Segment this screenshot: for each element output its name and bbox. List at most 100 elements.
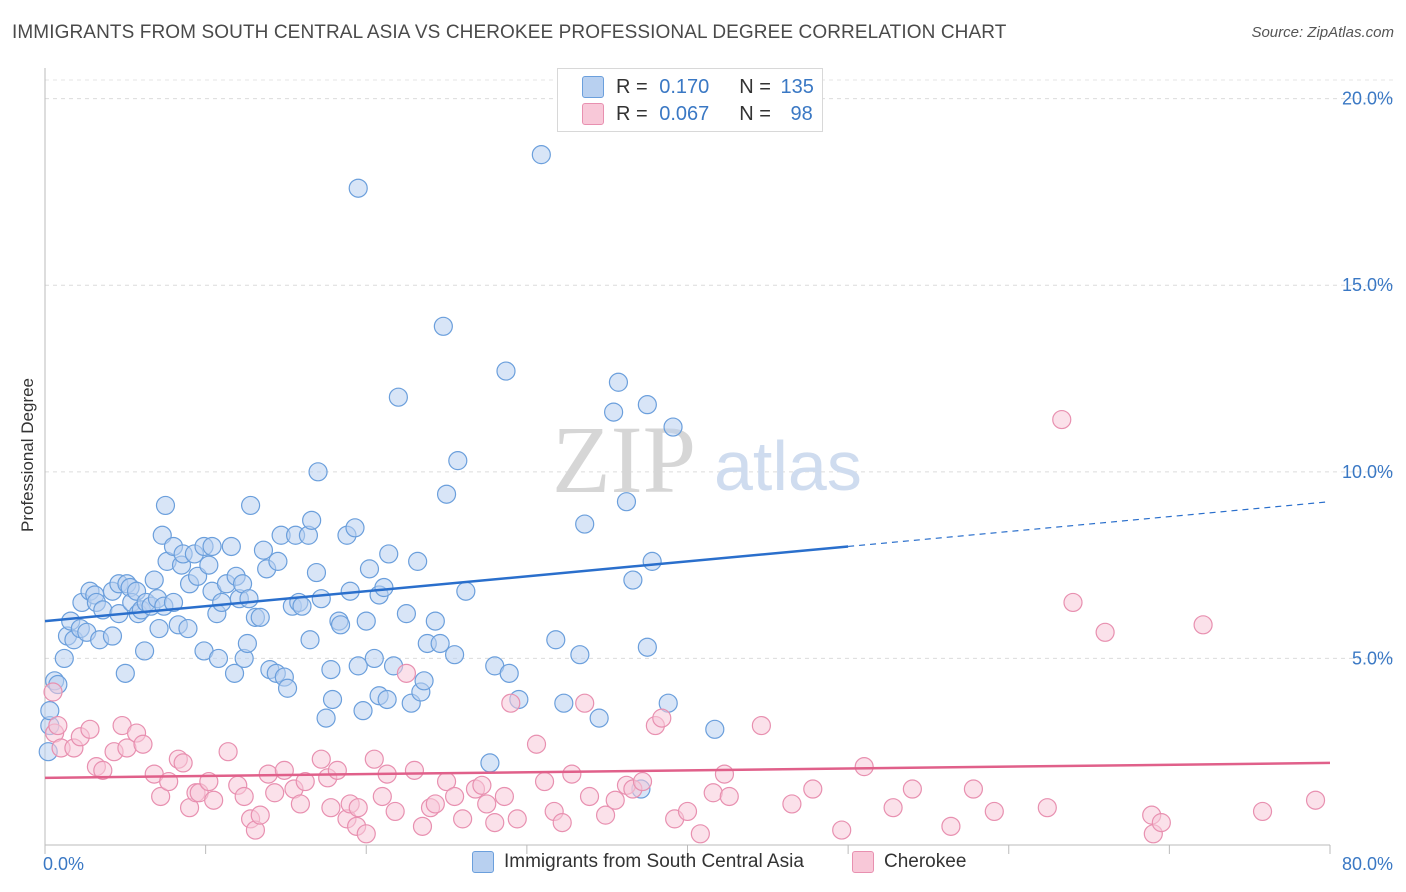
point-immigrants: [306, 562, 327, 583]
r-label: R =: [616, 75, 648, 98]
point-immigrants: [322, 689, 343, 710]
point-immigrants: [637, 637, 657, 657]
point-cherokee: [234, 786, 254, 807]
point-cherokee: [444, 786, 465, 807]
point-cherokee: [751, 715, 771, 736]
point-cherokee: [605, 790, 625, 810]
point-cherokee: [1052, 409, 1072, 430]
point-immigrants: [663, 417, 683, 437]
point-immigrants: [499, 663, 519, 683]
legend-label-immigrants: Immigrants from South Central Asia: [504, 851, 804, 872]
point-immigrants: [359, 559, 380, 579]
point-immigrants: [570, 645, 590, 665]
point-cherokee: [348, 798, 368, 818]
point-cherokee: [690, 824, 710, 844]
point-cherokee: [48, 715, 68, 736]
point-cherokee: [477, 794, 497, 814]
point-immigrants: [374, 577, 394, 598]
point-immigrants: [616, 492, 637, 512]
y-tick-label: 10.0%: [1342, 462, 1393, 482]
point-cherokee: [782, 794, 802, 814]
n-value-blue: 135: [780, 75, 814, 98]
point-cherokee: [632, 771, 653, 792]
point-cherokee: [472, 775, 492, 795]
point-cherokee: [677, 801, 698, 822]
point-immigrants: [268, 551, 288, 571]
point-cherokee: [274, 760, 294, 780]
point-immigrants: [144, 570, 164, 590]
point-cherokee: [43, 682, 63, 702]
point-immigrants: [178, 618, 198, 639]
point-immigrants: [589, 708, 609, 728]
point-immigrants: [604, 402, 624, 422]
point-cherokee: [356, 824, 376, 844]
n-label: N =: [739, 102, 771, 125]
point-cherokee: [526, 734, 547, 754]
point-immigrants: [546, 630, 566, 650]
point-immigrants: [345, 518, 365, 538]
point-cherokee: [151, 786, 171, 807]
x-tick-label-max: 80.0%: [1342, 854, 1393, 874]
point-cherokee: [1193, 615, 1213, 635]
point-cherokee: [507, 809, 527, 829]
point-cherokee: [719, 786, 739, 807]
point-immigrants: [377, 689, 397, 710]
point-cherokee: [494, 786, 514, 807]
point-cherokee: [534, 771, 555, 792]
point-immigrants: [379, 544, 399, 564]
point-immigrants: [208, 648, 229, 669]
point-immigrants: [425, 611, 445, 631]
point-cherokee: [703, 783, 723, 803]
point-cherokee: [963, 779, 984, 799]
point-immigrants: [102, 626, 123, 646]
point-cherokee: [404, 760, 425, 780]
point-cherokee: [485, 813, 505, 833]
point-immigrants: [448, 451, 468, 471]
point-immigrants: [163, 592, 184, 613]
n-value-pink: 98: [790, 102, 813, 125]
point-immigrants: [115, 663, 135, 683]
point-cherokee: [250, 805, 270, 825]
point-immigrants: [302, 510, 322, 530]
y-tick-label: 5.0%: [1352, 648, 1393, 668]
point-immigrants: [237, 633, 257, 654]
point-immigrants: [554, 693, 574, 713]
point-immigrants: [396, 604, 417, 624]
y-tick-label: 20.0%: [1342, 89, 1393, 109]
stats-legend-row-blue: R = 0.170 N = 135: [582, 74, 814, 100]
legend-swatch-cherokee: [852, 851, 874, 873]
point-immigrants: [321, 660, 341, 680]
point-cherokee: [501, 693, 521, 713]
point-immigrants: [40, 701, 60, 721]
point-cherokee: [595, 805, 616, 825]
point-cherokee: [562, 764, 582, 784]
point-cherokee: [832, 820, 852, 840]
legend-item-cherokee: Cherokee: [852, 851, 966, 873]
point-cherokee: [80, 719, 100, 739]
point-immigrants: [212, 592, 232, 613]
point-immigrants: [444, 645, 465, 665]
chart-title: IMMIGRANTS FROM SOUTH CENTRAL ASIA VS CH…: [12, 22, 1007, 43]
legend-swatch-blue: [582, 76, 604, 98]
point-immigrants: [221, 536, 241, 557]
point-immigrants: [316, 708, 336, 728]
point-immigrants: [496, 361, 516, 381]
point-immigrants: [149, 618, 169, 639]
point-immigrants: [575, 514, 595, 534]
point-immigrants: [224, 663, 245, 683]
point-cherokee: [941, 816, 961, 836]
point-immigrants: [642, 551, 662, 571]
point-immigrants: [253, 540, 274, 560]
legend-swatch-immigrants: [472, 851, 494, 873]
legend-label-cherokee: Cherokee: [884, 851, 967, 872]
point-cherokee: [321, 798, 341, 818]
point-cherokee: [854, 757, 874, 777]
point-cherokee: [552, 813, 572, 833]
point-cherokee: [1305, 790, 1326, 810]
point-cherokee: [1151, 813, 1171, 833]
point-immigrants: [311, 589, 331, 609]
point-immigrants: [608, 372, 629, 392]
point-cherokee: [1252, 801, 1273, 822]
point-cherokee: [714, 764, 735, 784]
